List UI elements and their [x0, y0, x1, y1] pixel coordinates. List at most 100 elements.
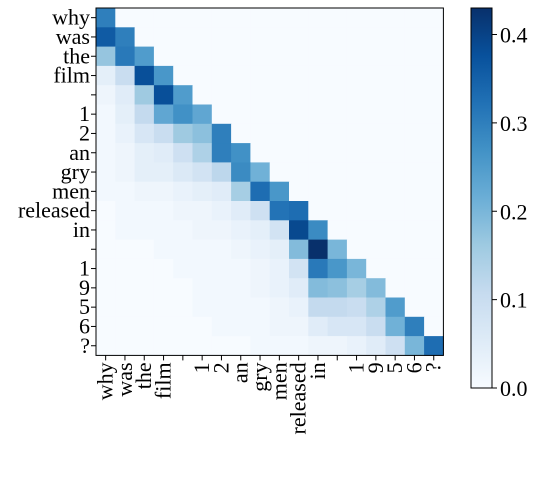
heatmap-cell-r7-c7 — [231, 143, 251, 163]
y-tick-label: why — [52, 5, 90, 30]
y-tick-label: 2 — [79, 120, 90, 145]
heatmap-cell-r0-c9 — [269, 8, 290, 28]
heatmap-cell-r12-c10 — [289, 239, 309, 260]
heatmap-cell-r16-c6 — [211, 316, 232, 337]
heatmap-cell-r12-c5 — [192, 239, 213, 260]
heatmap-cell-r10-c16 — [404, 201, 425, 221]
heatmap-cell-r8-c9 — [269, 162, 290, 183]
heatmap-cell-r11-c13 — [346, 220, 367, 240]
heatmap-cell-r9-c0 — [96, 181, 116, 202]
heatmap-cell-r15-c5 — [192, 297, 213, 318]
heatmap-cell-r2-c14 — [366, 46, 386, 67]
heatmap-cell-r1-c12 — [327, 27, 348, 47]
heatmap-cell-r15-c3 — [153, 297, 174, 318]
heatmap-cell-r17-c0 — [96, 336, 116, 356]
heatmap-cell-r0-c1 — [115, 8, 135, 28]
heatmap-cell-r17-c7 — [231, 336, 251, 356]
heatmap-cell-r10-c4 — [173, 201, 193, 221]
heatmap-cell-r15-c4 — [173, 297, 193, 318]
heatmap-cell-r3-c5 — [192, 65, 213, 86]
x-tick-label: ? — [421, 362, 446, 372]
heatmap-cell-r7-c14 — [366, 143, 386, 163]
heatmap-cell-r13-c2 — [134, 258, 155, 279]
heatmap-cell-r9-c14 — [366, 181, 386, 202]
heatmap-cell-r12-c16 — [404, 239, 425, 260]
heatmap-cell-r2-c4 — [173, 46, 193, 67]
x-tick-label: why — [93, 362, 118, 400]
x-tick-label: the — [131, 362, 156, 389]
heatmap-cell-r1-c11 — [308, 27, 328, 47]
heatmap-cell-r14-c14 — [366, 278, 386, 298]
heatmap-cell-r0-c17 — [424, 8, 444, 28]
heatmap-cell-r11-c14 — [366, 220, 386, 240]
heatmap-cell-r14-c1 — [115, 278, 135, 298]
heatmap-cell-r0-c7 — [231, 8, 251, 28]
heatmap-cell-r17-c17 — [424, 336, 444, 356]
heatmap-cell-r7-c6 — [211, 143, 232, 163]
heatmap-cell-r4-c9 — [269, 85, 290, 105]
heatmap-cell-r0-c16 — [404, 8, 425, 28]
heatmap-cell-r3-c10 — [289, 65, 309, 86]
heatmap-cell-r6-c10 — [289, 123, 309, 144]
heatmap-cell-r2-c2 — [134, 46, 155, 67]
heatmap-cell-r3-c13 — [346, 65, 367, 86]
heatmap-cell-r10-c3 — [153, 201, 174, 221]
heatmap-cell-r3-c16 — [404, 65, 425, 86]
heatmap-cell-r17-c13 — [346, 336, 367, 356]
heatmap-cell-r7-c5 — [192, 143, 213, 163]
heatmap-cell-r11-c5 — [192, 220, 213, 240]
heatmap-cell-r7-c12 — [327, 143, 348, 163]
heatmap-cell-r2-c17 — [424, 46, 444, 67]
heatmap-cell-r12-c13 — [346, 239, 367, 260]
heatmap-cell-r0-c12 — [327, 8, 348, 28]
heatmap-cell-r7-c0 — [96, 143, 116, 163]
heatmap-cell-r16-c5 — [192, 316, 213, 337]
heatmap-cell-r13-c6 — [211, 258, 232, 279]
heatmap-cell-r10-c12 — [327, 201, 348, 221]
heatmap-cell-r17-c10 — [289, 336, 309, 356]
heatmap-cell-r7-c1 — [115, 143, 135, 163]
heatmap-cell-r8-c4 — [173, 162, 193, 183]
heatmap-cell-r7-c4 — [173, 143, 193, 163]
heatmap-cell-r3-c8 — [250, 65, 271, 86]
heatmap-cell-r2-c11 — [308, 46, 328, 67]
heatmap-cell-r5-c2 — [134, 104, 155, 125]
heatmap-cell-r13-c12 — [327, 258, 348, 279]
heatmap-cell-r11-c6 — [211, 220, 232, 240]
heatmap-cell-r2-c6 — [211, 46, 232, 67]
heatmap-cell-r17-c11 — [308, 336, 328, 356]
heatmap-cell-r4-c17 — [424, 85, 444, 105]
heatmap-cell-r9-c17 — [424, 181, 444, 202]
colorbar — [470, 7, 493, 389]
heatmap-cell-r10-c13 — [346, 201, 367, 221]
heatmap-cell-r16-c16 — [404, 316, 425, 337]
heatmap-cell-r5-c9 — [269, 104, 290, 125]
heatmap-cell-r9-c12 — [327, 181, 348, 202]
heatmap-cell-r10-c15 — [385, 201, 406, 221]
x-tick-label: was — [112, 362, 137, 396]
heatmap-cell-r2-c9 — [269, 46, 290, 67]
heatmap-cell-r1-c1 — [115, 27, 135, 47]
heatmap-cell-r3-c0 — [96, 65, 116, 86]
heatmap-cell-r4-c14 — [366, 85, 386, 105]
heatmap-cell-r0-c3 — [153, 8, 174, 28]
heatmap-cell-r11-c7 — [231, 220, 251, 240]
heatmap-cell-r13-c0 — [96, 258, 116, 279]
heatmap-cell-r11-c12 — [327, 220, 348, 240]
heatmap-cell-r14-c3 — [153, 278, 174, 298]
heatmap-cell-r13-c9 — [269, 258, 290, 279]
heatmap-cell-r15-c8 — [250, 297, 271, 318]
heatmap-cell-r6-c11 — [308, 123, 328, 144]
y-tick-label: an — [69, 140, 90, 165]
heatmap-cell-r6-c7 — [231, 123, 251, 144]
heatmap-cell-r15-c12 — [327, 297, 348, 318]
y-tick-label: men — [52, 178, 90, 203]
heatmap-cell-r5-c5 — [192, 104, 213, 125]
heatmap-cell-r9-c16 — [404, 181, 425, 202]
heatmap-cell-r5-c17 — [424, 104, 444, 125]
heatmap-cell-r3-c17 — [424, 65, 444, 86]
heatmap-cell-r4-c11 — [308, 85, 328, 105]
y-tick-label: released — [18, 198, 90, 223]
heatmap-cell-r14-c11 — [308, 278, 328, 298]
heatmap-cell-r4-c8 — [250, 85, 271, 105]
